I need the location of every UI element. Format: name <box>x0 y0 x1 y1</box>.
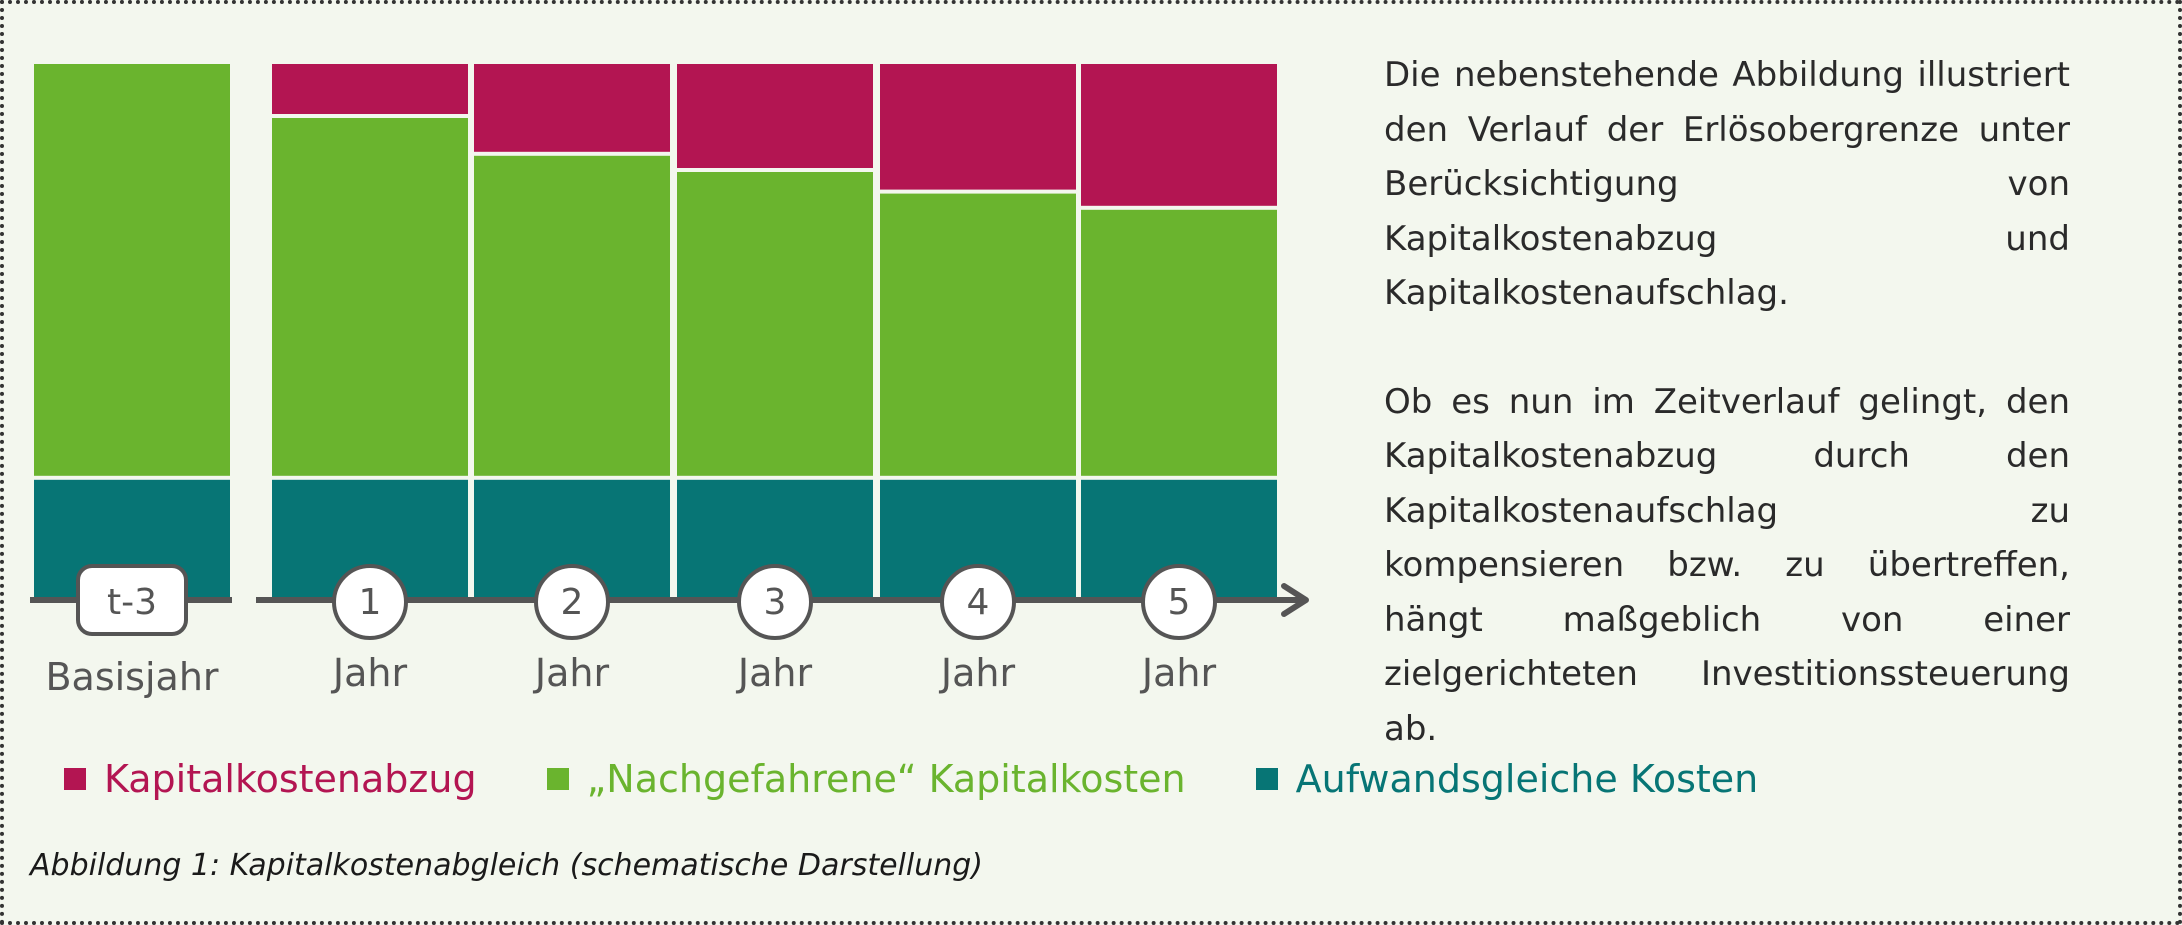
bar-segment-3-4 <box>880 64 1076 190</box>
bar-segment-2-2 <box>474 155 670 476</box>
tick-sublabel-4: Jahr <box>736 651 813 695</box>
tick-sublabel-5: Jahr <box>939 651 1016 695</box>
tick-marker-4 <box>940 564 1016 640</box>
tick-label-2: 2 <box>561 582 584 623</box>
bar-segment-2-t-3 <box>34 64 230 476</box>
tick-sublabel-2: Jahr <box>331 651 408 695</box>
bar-segment-3-1 <box>272 64 468 114</box>
tick-label-3: 3 <box>764 582 787 623</box>
chart: t-3 Basisjahr 1 Jahr 2 Jahr 3 Jahr 4 Jahr 5 Jahr <box>30 64 1309 699</box>
tick-label-t-3: t-3 <box>107 582 157 623</box>
bar-segment-3-3 <box>677 64 873 168</box>
bar-segment-2-1 <box>272 118 468 476</box>
tick-marker-3 <box>737 564 813 640</box>
tick-sublabel-6: Jahr <box>1140 651 1217 695</box>
time-axis-arrow <box>1281 583 1309 617</box>
bar-segment-2-4 <box>880 193 1076 476</box>
legend: Kapitalkostenabzug „Nachgefahrene“ Kapit… <box>64 752 1828 806</box>
bar-segment-2-5 <box>1081 209 1277 476</box>
legend-item-kapitalkostenabzug: Kapitalkostenabzug <box>64 757 477 801</box>
tick-marker-t-3 <box>76 564 188 636</box>
description-text: Die nebenstehende Abbildung illustriert … <box>1384 48 2070 810</box>
legend-swatch-nachgefahrene-kapitalkosten <box>546 768 569 790</box>
legend-swatch-aufwandsgleiche-kosten <box>1255 768 1278 790</box>
bar-segment-2-3 <box>677 172 873 476</box>
tick-label-5: 5 <box>1168 582 1191 623</box>
tick-label-1: 1 <box>359 582 382 623</box>
figure-caption: Abbildung 1: Kapitalkostenabgleich (sche… <box>30 848 983 883</box>
tick-sublabel-1: Basisjahr <box>45 655 218 699</box>
legend-label-kapitalkostenabzug: Kapitalkostenabzug <box>104 757 477 801</box>
tick-marker-1 <box>332 564 408 640</box>
tick-marker-2 <box>534 564 610 640</box>
legend-label-nachgefahrene-kapitalkosten: „Nachgefahrene“ Kapitalkosten <box>586 757 1186 801</box>
tick-sublabel-3: Jahr <box>533 651 610 695</box>
bar-segment-3-2 <box>474 64 670 152</box>
description-paragraph-1: Die nebenstehende Abbildung illustriert … <box>1384 55 2070 313</box>
legend-label-aufwandsgleiche-kosten: Aufwandsgleiche Kosten <box>1295 757 1759 801</box>
bar-segment-3-5 <box>1081 64 1277 206</box>
legend-item-nachgefahrene-kapitalkosten: „Nachgefahrene“ Kapitalkosten <box>546 757 1186 801</box>
tick-label-4: 4 <box>967 582 990 623</box>
description-paragraph-2: Ob es nun im Zeitverlauf gelingt, den Ka… <box>1384 381 2070 749</box>
legend-swatch-kapitalkostenabzug <box>64 768 86 790</box>
legend-item-aufwandsgleiche-kosten: Aufwandsgleiche Kosten <box>1255 757 1759 801</box>
tick-marker-5 <box>1141 564 1217 640</box>
